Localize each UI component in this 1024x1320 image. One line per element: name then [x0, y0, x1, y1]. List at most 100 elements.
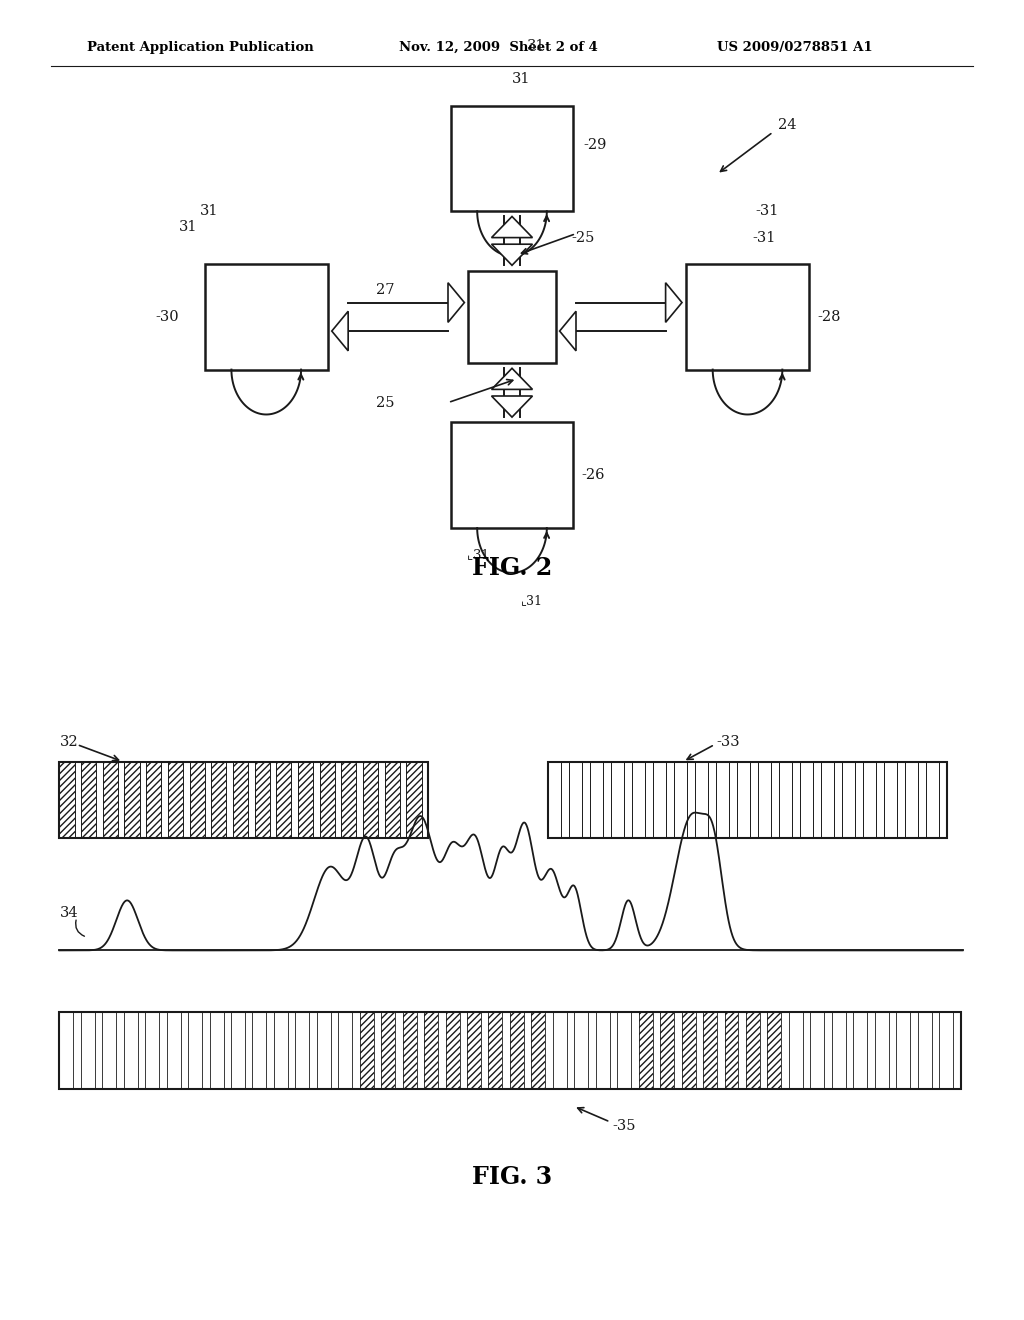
Text: 32: 32 — [59, 735, 78, 748]
Bar — [674, 762, 687, 838]
Bar — [81, 1012, 95, 1089]
Bar — [445, 1012, 460, 1089]
Bar — [445, 1012, 460, 1089]
Bar — [402, 1012, 417, 1089]
Bar — [168, 762, 183, 838]
Bar — [146, 762, 162, 838]
Bar — [884, 762, 897, 838]
Bar — [210, 1012, 223, 1089]
Bar — [341, 762, 356, 838]
Bar — [745, 1012, 760, 1089]
Bar — [548, 762, 947, 838]
Bar — [574, 1012, 588, 1089]
Bar — [767, 1012, 781, 1089]
Bar — [632, 762, 645, 838]
Bar — [874, 1012, 889, 1089]
Text: $\llcorner$31: $\llcorner$31 — [466, 546, 489, 562]
Bar — [745, 1012, 760, 1089]
Bar — [469, 271, 555, 363]
Bar — [800, 762, 813, 838]
Bar — [359, 1012, 374, 1089]
Bar — [359, 1012, 374, 1089]
Bar — [298, 762, 313, 838]
Bar — [145, 1012, 159, 1089]
Bar — [146, 762, 162, 838]
Bar — [59, 762, 75, 838]
Bar — [319, 762, 335, 838]
Bar — [821, 762, 835, 838]
Text: 31: 31 — [527, 40, 546, 53]
Text: 24: 24 — [778, 119, 797, 132]
Bar — [703, 1012, 717, 1089]
Polygon shape — [666, 282, 682, 322]
Bar — [276, 762, 292, 838]
Bar — [407, 762, 422, 838]
Bar — [385, 762, 399, 838]
Bar — [102, 762, 118, 838]
Bar — [232, 762, 248, 838]
Bar — [424, 1012, 438, 1089]
Text: 31: 31 — [179, 220, 198, 234]
Bar — [831, 1012, 846, 1089]
Polygon shape — [492, 216, 532, 238]
Bar — [467, 1012, 481, 1089]
Bar — [758, 762, 771, 838]
Bar — [424, 1012, 438, 1089]
Text: -31: -31 — [756, 205, 779, 218]
Text: -35: -35 — [612, 1119, 636, 1133]
Bar — [553, 1012, 567, 1089]
Bar — [59, 1012, 74, 1089]
Bar — [660, 1012, 674, 1089]
Bar — [788, 1012, 803, 1089]
Bar — [660, 1012, 674, 1089]
Polygon shape — [492, 368, 532, 389]
Bar — [231, 1012, 245, 1089]
Bar — [510, 1012, 524, 1089]
Text: -33: -33 — [717, 735, 740, 748]
Text: -25: -25 — [571, 231, 594, 244]
Text: -30: -30 — [156, 310, 179, 323]
Bar — [611, 762, 624, 838]
Bar — [918, 1012, 932, 1089]
Bar — [510, 1012, 524, 1089]
Bar — [211, 762, 226, 838]
Polygon shape — [332, 312, 348, 351]
Bar — [255, 762, 269, 838]
Bar — [488, 1012, 503, 1089]
Text: -31: -31 — [753, 231, 776, 244]
Bar — [617, 1012, 631, 1089]
Bar — [842, 762, 855, 838]
Text: Nov. 12, 2009  Sheet 2 of 4: Nov. 12, 2009 Sheet 2 of 4 — [399, 41, 598, 54]
Bar — [939, 1012, 953, 1089]
Polygon shape — [492, 244, 532, 265]
Bar — [276, 762, 292, 838]
Bar — [531, 1012, 546, 1089]
Bar — [905, 762, 919, 838]
Bar — [102, 1012, 117, 1089]
Text: FIG. 2: FIG. 2 — [472, 556, 552, 579]
Bar — [232, 762, 248, 838]
Bar — [767, 1012, 781, 1089]
Bar — [639, 1012, 652, 1089]
Bar — [255, 762, 269, 838]
Bar — [362, 762, 378, 838]
Bar — [569, 762, 582, 838]
Text: -28: -28 — [817, 310, 841, 323]
Bar — [451, 422, 573, 528]
Bar — [402, 1012, 417, 1089]
Bar — [81, 762, 96, 838]
Bar — [59, 1012, 961, 1089]
Bar — [853, 1012, 867, 1089]
Polygon shape — [449, 282, 465, 322]
Bar — [124, 1012, 137, 1089]
Text: 27: 27 — [377, 284, 395, 297]
Bar — [686, 264, 809, 370]
Bar — [189, 762, 205, 838]
Bar — [205, 264, 328, 370]
Bar — [168, 762, 183, 838]
Bar — [211, 762, 226, 838]
Bar — [295, 1012, 309, 1089]
Bar — [316, 1012, 331, 1089]
Bar — [381, 1012, 395, 1089]
Bar — [341, 762, 356, 838]
